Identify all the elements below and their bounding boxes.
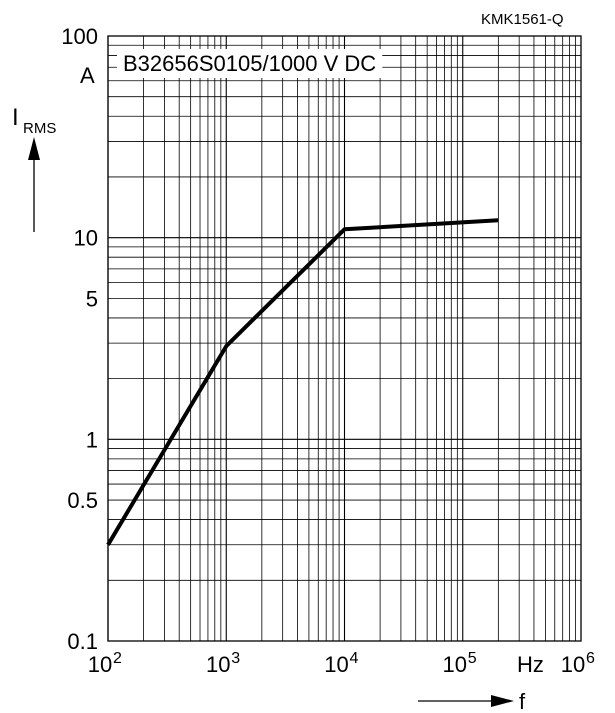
y-axis-unit: A bbox=[80, 63, 95, 88]
text-layer: B32656S0105/1000 V DC KMK1561-Q A I RMS … bbox=[12, 11, 595, 713]
x-tick-label-exponent: 3 bbox=[231, 650, 240, 667]
y-axis-arrow bbox=[28, 137, 40, 232]
data-layer bbox=[106, 218, 499, 546]
x-tick-label-exponent: 4 bbox=[350, 650, 359, 667]
x-tick-label-base: 10 bbox=[561, 652, 585, 677]
chart-title: B32656S0105/1000 V DC bbox=[123, 51, 376, 76]
chart-code: KMK1561-Q bbox=[481, 11, 564, 28]
x-tick-label-exponent: 6 bbox=[586, 650, 595, 667]
x-axis-unit: Hz bbox=[517, 652, 544, 677]
title-background bbox=[117, 49, 383, 78]
y-tick-label: 5 bbox=[86, 286, 98, 311]
x-tick-label-base: 10 bbox=[324, 652, 348, 677]
x-axis-arrow bbox=[418, 695, 514, 707]
x-tick-label-exponent: 5 bbox=[468, 650, 477, 667]
series-line-0 bbox=[106, 218, 499, 546]
y-tick-label: 0.1 bbox=[67, 629, 98, 654]
y-tick-label: 100 bbox=[61, 24, 98, 49]
x-tick-label-base: 10 bbox=[443, 652, 467, 677]
x-tick-label-base: 10 bbox=[206, 652, 230, 677]
y-tick-label: 1 bbox=[86, 427, 98, 452]
y-axis-label-main: I bbox=[12, 104, 19, 131]
x-axis-label: f bbox=[519, 689, 526, 713]
y-tick-label: 10 bbox=[74, 226, 98, 251]
y-axis-label-sub: RMS bbox=[23, 120, 56, 137]
x-tick-label-base: 10 bbox=[88, 652, 112, 677]
x-tick-label-exponent: 2 bbox=[113, 650, 122, 667]
plot-frame bbox=[107, 35, 582, 642]
y-tick-label: 0.5 bbox=[67, 488, 98, 513]
grid bbox=[107, 35, 582, 642]
